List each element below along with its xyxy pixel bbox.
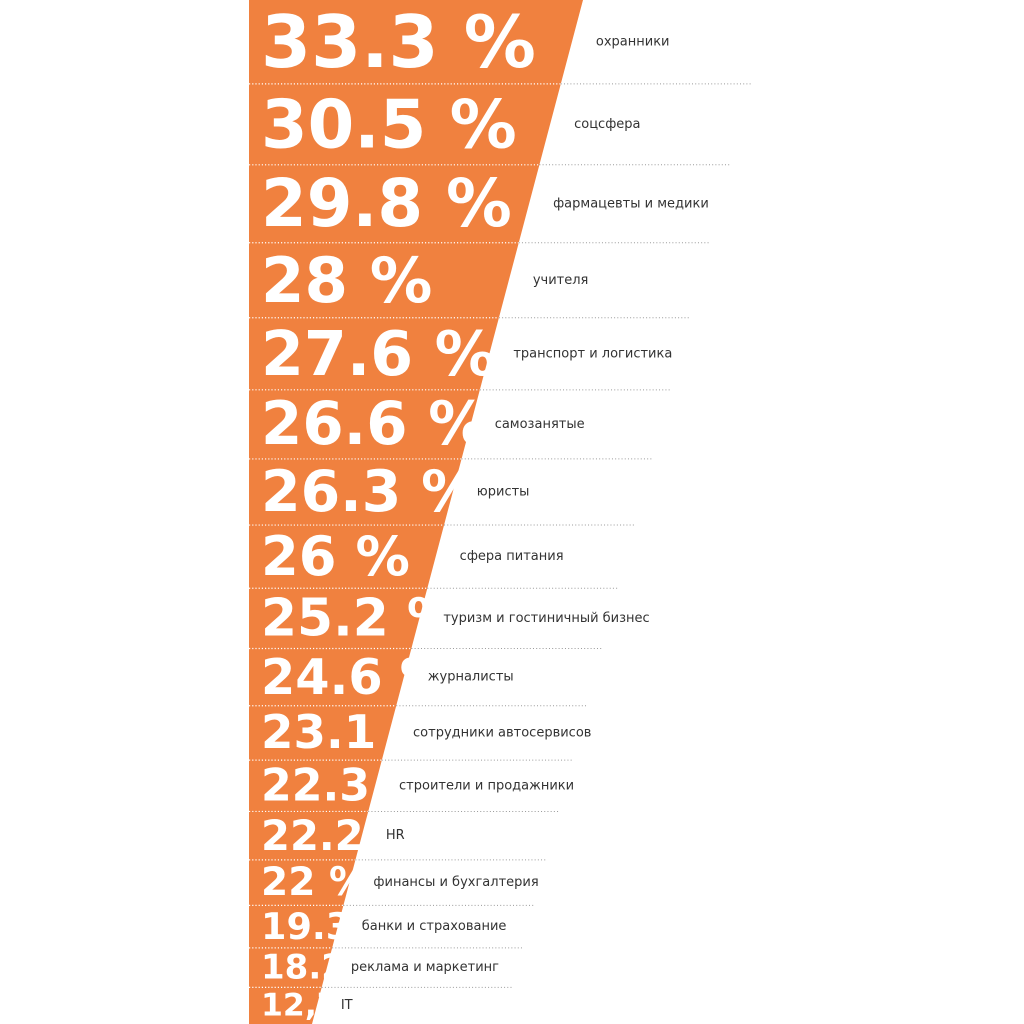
category-label: транспорт и логистика bbox=[513, 346, 672, 361]
value-label: 26 % bbox=[261, 525, 410, 588]
value-label: 30.5 % bbox=[261, 85, 517, 163]
category-label: сотрудники автосервисов bbox=[413, 725, 591, 740]
category-label: сфера питания bbox=[460, 549, 564, 564]
funnel-rows: 33.3 % охранники 30.5 % соцсфера 29.8 % фарма… bbox=[249, 0, 753, 1024]
value-label: 26.3 % bbox=[261, 459, 478, 525]
value-label: 18.2 % bbox=[261, 948, 391, 988]
value-label: 23.1 % bbox=[261, 706, 439, 760]
category-label: соцсфера bbox=[574, 117, 640, 132]
category-label: самозанятые bbox=[495, 417, 585, 432]
category-label: банки и страхование bbox=[362, 919, 507, 934]
category-label: учителя bbox=[533, 273, 589, 288]
value-label: 25.2 % bbox=[261, 588, 459, 648]
category-label: HR bbox=[386, 828, 405, 843]
category-label: финансы и бухгалтерия bbox=[373, 875, 538, 890]
value-label: 12,7 % bbox=[261, 988, 381, 1024]
category-label: юристы bbox=[477, 484, 530, 499]
category-label: журналисты bbox=[428, 670, 514, 685]
funnel-shape bbox=[249, 0, 583, 1024]
category-label: охранники bbox=[596, 34, 670, 49]
value-label: 27.6 % bbox=[261, 318, 497, 390]
value-label: 26.6 % bbox=[261, 390, 488, 459]
value-label: 22.2 % bbox=[261, 811, 420, 860]
category-label: туризм и гостиничный бизнес bbox=[443, 611, 649, 626]
category-label: строители и продажники bbox=[399, 778, 574, 793]
value-label: 24.6 % bbox=[261, 648, 449, 706]
value-label: 19.3 % bbox=[261, 905, 401, 948]
category-label: IT bbox=[341, 998, 353, 1013]
value-label: 29.8 % bbox=[261, 166, 512, 242]
category-label: фармацевты и медики bbox=[553, 196, 709, 211]
category-label: реклама и маркетинг bbox=[351, 960, 499, 975]
value-label: 28 % bbox=[261, 244, 432, 317]
value-label: 33.3 % bbox=[261, 0, 536, 84]
value-label: 22.3 % bbox=[261, 760, 430, 811]
value-label: 22 % bbox=[261, 860, 368, 905]
